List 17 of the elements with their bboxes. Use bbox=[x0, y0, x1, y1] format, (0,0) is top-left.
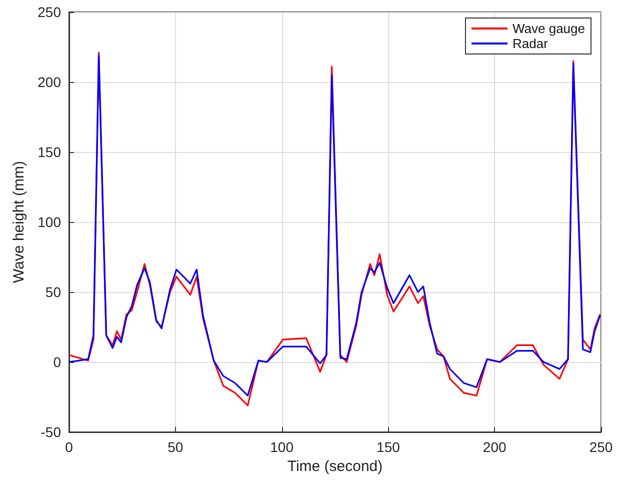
x-tick-label: 0 bbox=[65, 439, 74, 455]
x-tick-label: 100 bbox=[270, 439, 294, 455]
x-axis-title: Time (second) bbox=[287, 458, 383, 475]
y-tick-label: 50 bbox=[45, 284, 62, 300]
legend-label: Radar bbox=[512, 36, 549, 51]
x-tick-label: 150 bbox=[376, 439, 400, 455]
legend-label: Wave gauge bbox=[512, 21, 586, 36]
y-tick-label: -50 bbox=[40, 424, 62, 440]
y-tick-label: 150 bbox=[38, 144, 62, 160]
y-axis-title: Wave height (mm) bbox=[10, 161, 28, 283]
y-tick-label: 200 bbox=[38, 74, 62, 90]
x-tick-label: 50 bbox=[168, 439, 184, 455]
x-tick-label: 200 bbox=[482, 439, 506, 455]
y-tick-label: 0 bbox=[53, 354, 62, 370]
x-tick-label: 250 bbox=[589, 439, 613, 455]
y-tick-label: 100 bbox=[38, 214, 62, 230]
y-tick-label: 250 bbox=[38, 4, 62, 20]
